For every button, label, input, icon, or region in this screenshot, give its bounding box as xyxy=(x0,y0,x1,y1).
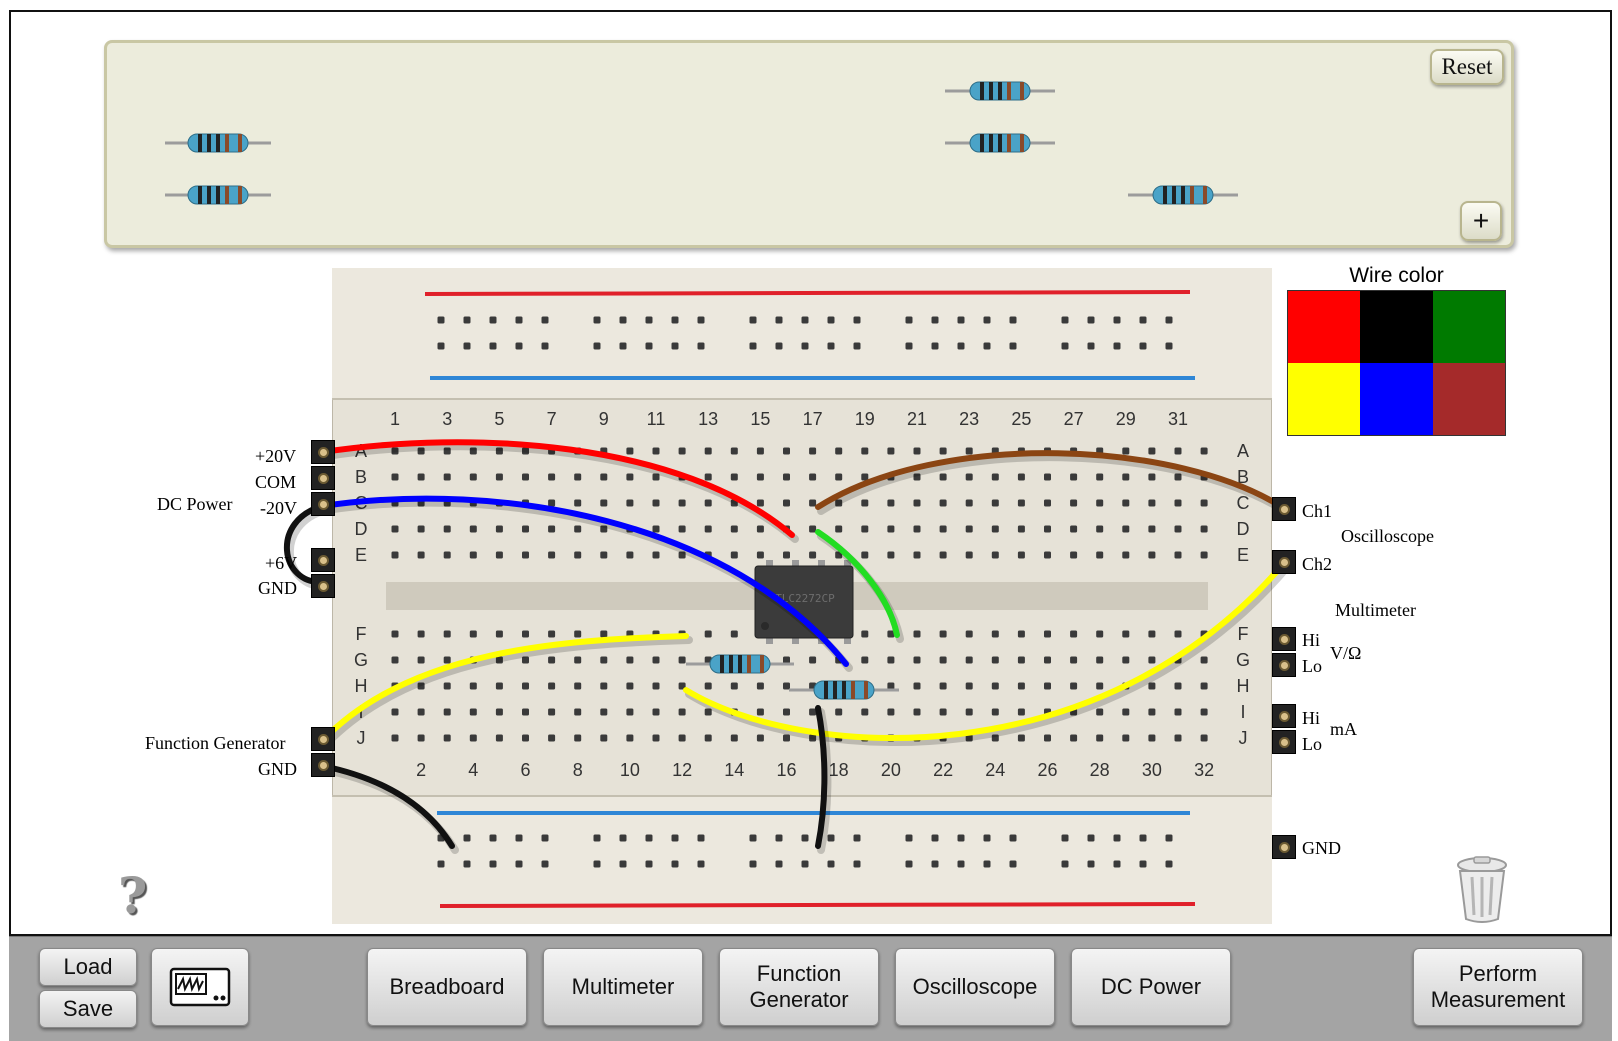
breadboard-button[interactable]: Breadboard xyxy=(367,948,527,1026)
perform-measurement-button[interactable]: Perform Measurement xyxy=(1413,948,1583,1026)
wire-color-picker xyxy=(1287,290,1506,436)
dc-plus6-jack[interactable] xyxy=(311,548,335,572)
component-tray xyxy=(104,40,1514,248)
scope-ch2-jack[interactable] xyxy=(1272,550,1296,574)
save-button[interactable]: Save xyxy=(39,990,137,1028)
dc-gnd-jack[interactable] xyxy=(311,574,335,598)
dmm-v-lo-jack[interactable] xyxy=(1272,653,1296,677)
function-generator-label-2: Generator xyxy=(749,987,849,1012)
wire-color-swatch-5[interactable] xyxy=(1360,363,1433,435)
question-mark-icon[interactable]: ? xyxy=(118,866,148,925)
scope-ch1-jack[interactable] xyxy=(1272,497,1296,521)
label-v-ohm: V/Ω xyxy=(1330,643,1362,663)
dmm-ma-hi-jack[interactable] xyxy=(1272,704,1296,728)
oscilloscope-icon xyxy=(169,967,231,1007)
label-oscilloscope: Oscilloscope xyxy=(1341,526,1434,546)
fg-output-jack[interactable] xyxy=(311,727,335,751)
trash-can-icon[interactable] xyxy=(1452,855,1512,923)
reset-button[interactable]: Reset xyxy=(1430,49,1504,85)
oscilloscope-button[interactable]: Oscilloscope xyxy=(895,948,1055,1026)
label-gnd-right: GND xyxy=(1302,838,1341,858)
add-component-button[interactable]: + xyxy=(1460,201,1502,241)
function-generator-label-1: Function xyxy=(756,961,842,986)
function-generator-button[interactable]: Function Generator xyxy=(719,948,879,1026)
fg-gnd-jack[interactable] xyxy=(311,753,335,777)
label-plus20v: +20V xyxy=(255,446,297,466)
multimeter-button[interactable]: Multimeter xyxy=(543,948,703,1026)
label-lo-ma: Lo xyxy=(1302,734,1322,754)
wire-color-swatch-4[interactable] xyxy=(1288,363,1361,435)
label-plus6v: +6V xyxy=(265,553,298,573)
label-ma: mA xyxy=(1330,719,1357,739)
label-hi-ma: Hi xyxy=(1302,708,1320,728)
dc-plus20-jack[interactable] xyxy=(311,440,335,464)
bottom-power-rail xyxy=(332,795,1272,924)
label-function-generator: Function Generator xyxy=(145,733,286,753)
dmm-v-hi-jack[interactable] xyxy=(1272,627,1296,651)
label-multimeter: Multimeter xyxy=(1335,600,1416,620)
dc-minus20-jack[interactable] xyxy=(311,492,335,516)
dmm-ma-lo-jack[interactable] xyxy=(1272,730,1296,754)
perform-label-2: Measurement xyxy=(1430,987,1566,1012)
label-minus20v: -20V xyxy=(260,498,297,518)
perform-label-1: Perform xyxy=(1458,961,1538,986)
wire-color-swatch-2[interactable] xyxy=(1360,291,1433,363)
label-ch2: Ch2 xyxy=(1302,554,1333,574)
label-hi-v: Hi xyxy=(1302,630,1320,650)
oscilloscope-view-button[interactable] xyxy=(151,948,249,1026)
label-dc-power: DC Power xyxy=(157,494,233,514)
gnd-jack[interactable] xyxy=(1272,835,1296,859)
dc-com-jack[interactable] xyxy=(311,466,335,490)
label-gnd-dc: GND xyxy=(258,578,297,598)
label-gnd-fg: GND xyxy=(258,759,297,779)
top-power-rail xyxy=(332,268,1272,400)
wire-color-swatch-3[interactable] xyxy=(1432,291,1505,363)
wire-color-swatch-6[interactable] xyxy=(1432,363,1505,435)
label-com: COM xyxy=(255,472,297,492)
load-button[interactable]: Load xyxy=(39,948,137,986)
center-channel xyxy=(386,582,1208,610)
wire-color-swatch-1[interactable] xyxy=(1288,291,1361,363)
wire-color-title: Wire color xyxy=(1349,264,1444,287)
dc-power-button[interactable]: DC Power xyxy=(1071,948,1231,1026)
label-ch1: Ch1 xyxy=(1302,501,1333,521)
label-lo-v: Lo xyxy=(1302,656,1322,676)
